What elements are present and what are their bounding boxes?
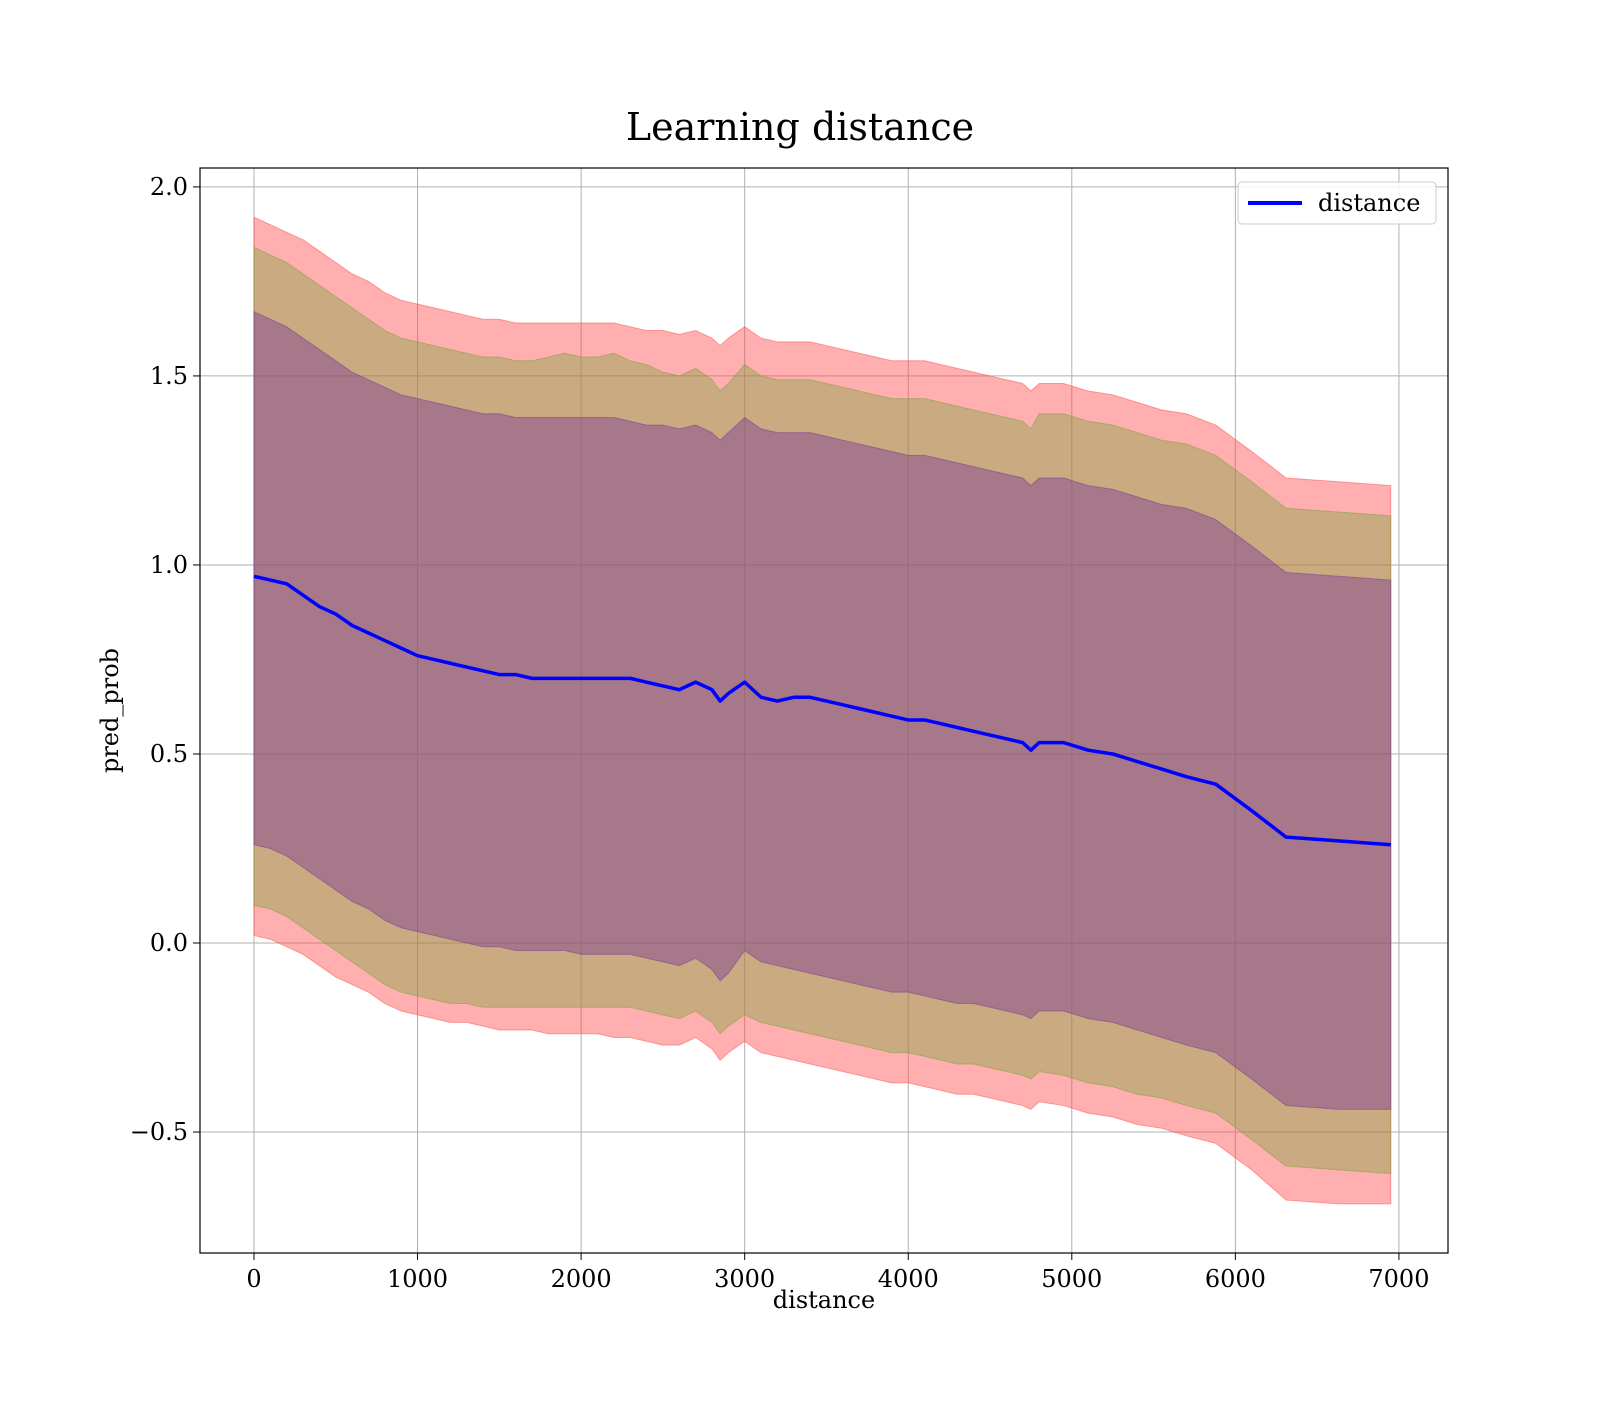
y-axis-ticks: −0.5 0.0 0.5 1.0 1.5 2.0	[130, 173, 200, 1146]
y-axis-label: pred_prob	[96, 648, 124, 773]
x-axis-label: distance	[773, 1286, 875, 1314]
x-tick-label-4: 4000	[878, 1265, 939, 1293]
y-tick-label-0: −0.5	[130, 1118, 188, 1146]
y-tick-label-5: 2.0	[150, 173, 188, 201]
band-0	[253, 216, 1392, 1205]
series-lines	[253, 574, 1391, 847]
band-2	[253, 310, 1392, 1110]
x-tick-label-5: 5000	[1041, 1265, 1102, 1293]
x-tick-label-1: 1000	[387, 1265, 448, 1293]
y-tick-label-4: 1.5	[150, 362, 188, 390]
y-tick-label-3: 1.0	[150, 551, 188, 579]
series-line-distance	[253, 574, 1391, 847]
legend-label-distance: distance	[1318, 189, 1420, 217]
plot-area-frame	[199, 167, 1449, 1254]
x-tick-label-6: 6000	[1205, 1265, 1266, 1293]
y-tick-label-2: 0.5	[150, 740, 188, 768]
confidence-bands	[253, 216, 1392, 1205]
y-tick-label-1: 0.0	[150, 929, 188, 957]
chart-title: Learning distance	[626, 105, 974, 149]
x-tick-label-0: 0	[246, 1265, 261, 1293]
x-tick-label-7: 7000	[1368, 1265, 1429, 1293]
x-tick-label-2: 2000	[551, 1265, 612, 1293]
x-tick-label-3: 3000	[714, 1265, 775, 1293]
x-axis-ticks: 0 1000 2000 3000 4000 5000 6000 7000	[246, 1253, 1429, 1293]
legend-box	[1237, 181, 1437, 225]
legend: distance	[1237, 181, 1437, 225]
band-1	[253, 246, 1392, 1175]
